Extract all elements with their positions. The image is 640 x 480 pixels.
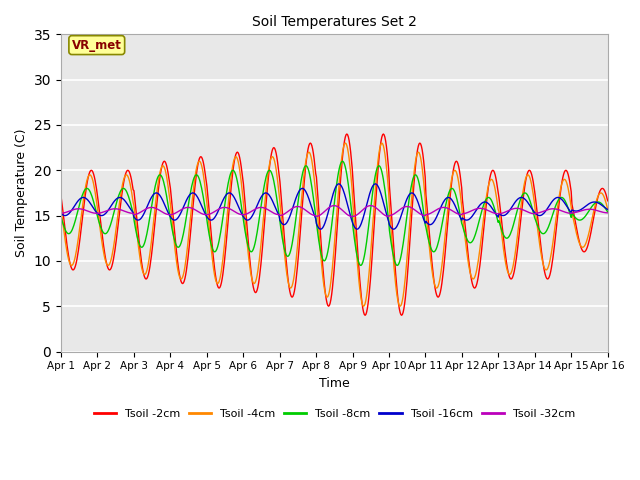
Tsoil -16cm [419,212,426,217]
Tsoil -32cm [604,210,612,216]
Legend: Tsoil -2cm, Tsoil -4cm, Tsoil -8cm, Tsoil -16cm, Tsoil -32cm: Tsoil -2cm, Tsoil -4cm, Tsoil -8cm, Tsoi… [89,405,579,423]
Tsoil -8cm [67,229,75,235]
Tsoil -4cm [179,274,186,280]
Tsoil -16cm [403,198,410,204]
Tsoil -32cm [124,209,131,215]
Tsoil -2cm [207,235,215,240]
Tsoil -16cm [389,226,397,232]
Tsoil -32cm [348,214,356,219]
Y-axis label: Soil Temperature (C): Soil Temperature (C) [15,129,28,257]
Tsoil -32cm [179,206,186,212]
Text: VR_met: VR_met [72,38,122,52]
Tsoil -16cm [604,207,612,213]
Tsoil -16cm [124,201,131,206]
Tsoil -4cm [604,206,612,212]
Tsoil -2cm [403,287,410,293]
Line: Tsoil -8cm: Tsoil -8cm [61,161,608,265]
Tsoil -2cm [57,192,65,198]
Tsoil -2cm [343,131,351,137]
Tsoil -32cm [57,210,65,216]
Tsoil -32cm [207,210,215,216]
Tsoil -16cm [207,217,215,223]
Tsoil -2cm [124,168,131,174]
Tsoil -4cm [419,165,426,170]
Tsoil -2cm [67,264,75,269]
Tsoil -16cm [335,181,342,187]
X-axis label: Time: Time [319,377,349,390]
Tsoil -16cm [57,211,65,216]
Tsoil -8cm [207,243,215,249]
Tsoil -4cm [207,248,215,254]
Title: Soil Temperatures Set 2: Soil Temperatures Set 2 [252,15,417,29]
Tsoil -4cm [342,140,349,146]
Tsoil -2cm [361,312,369,318]
Tsoil -8cm [604,209,612,215]
Line: Tsoil -4cm: Tsoil -4cm [61,143,608,306]
Tsoil -2cm [604,198,612,204]
Tsoil -8cm [124,190,131,195]
Tsoil -8cm [403,219,410,225]
Line: Tsoil -16cm: Tsoil -16cm [61,184,608,229]
Line: Tsoil -32cm: Tsoil -32cm [61,205,608,216]
Tsoil -16cm [179,206,186,212]
Tsoil -32cm [330,203,338,208]
Line: Tsoil -2cm: Tsoil -2cm [61,134,608,315]
Tsoil -2cm [179,281,186,287]
Tsoil -8cm [419,199,426,204]
Tsoil -4cm [67,262,75,268]
Tsoil -4cm [124,172,131,178]
Tsoil -32cm [67,208,75,214]
Tsoil -32cm [419,212,426,218]
Tsoil -8cm [393,263,401,268]
Tsoil -32cm [403,204,410,209]
Tsoil -8cm [339,158,346,164]
Tsoil -4cm [57,205,65,211]
Tsoil -8cm [57,213,65,219]
Tsoil -16cm [67,209,75,215]
Tsoil -4cm [403,265,410,271]
Tsoil -4cm [396,303,404,309]
Tsoil -8cm [179,235,186,240]
Tsoil -2cm [419,147,426,153]
